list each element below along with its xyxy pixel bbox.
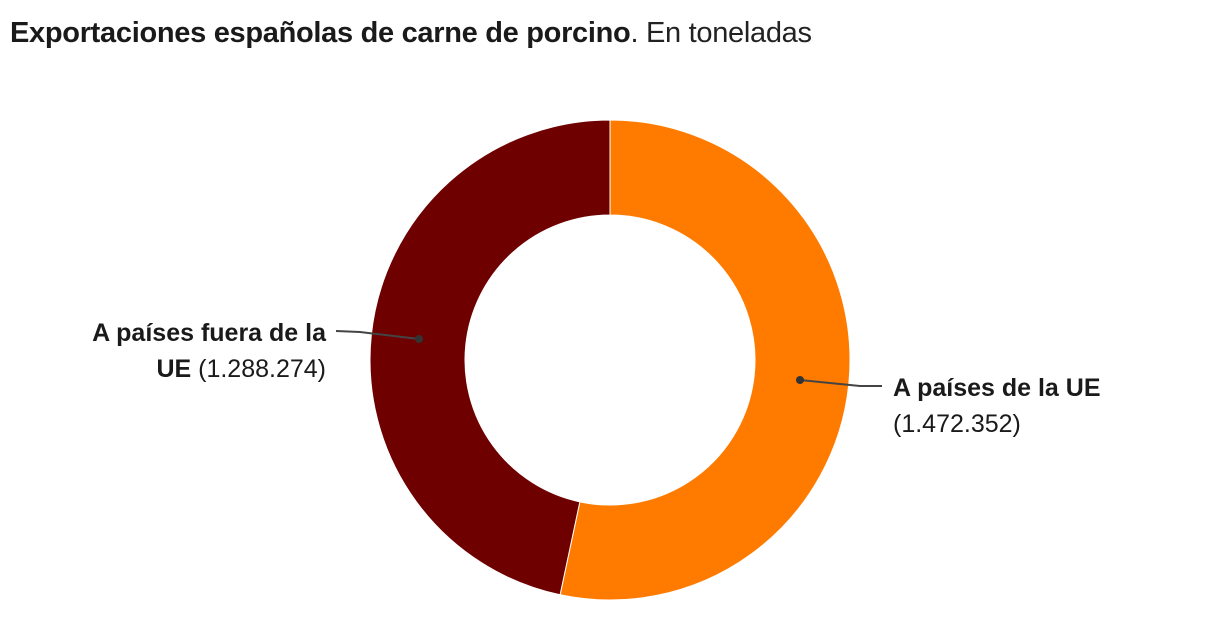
leader-line-fuera-ue [335,330,423,343]
label-fuera-ue-line1: A países fuera de la [92,319,326,347]
chart-title: Exportaciones españolas de carne de porc… [10,14,812,52]
label-ue-line1: A países de la UE [893,374,1101,402]
donut-slices [369,119,851,601]
donut-slice-ue [559,119,851,601]
label-fuera-ue: A países fuera de la UE (1.288.274) [26,315,326,387]
chart-title-separator: . [630,17,639,49]
label-ue-value: (1.472.352) [893,410,1021,438]
label-ue: A países de la UE (1.472.352) [893,370,1193,442]
chart-title-unit: En toneladas [638,17,812,49]
donut-slice-fuera-ue [369,119,611,596]
label-fuera-ue-value: (1.288.274) [191,355,326,383]
label-fuera-ue-line2: UE (1.288.274) [156,355,326,383]
chart-title-main: Exportaciones españolas de carne de porc… [10,17,631,49]
leader-line-ue [796,376,882,387]
